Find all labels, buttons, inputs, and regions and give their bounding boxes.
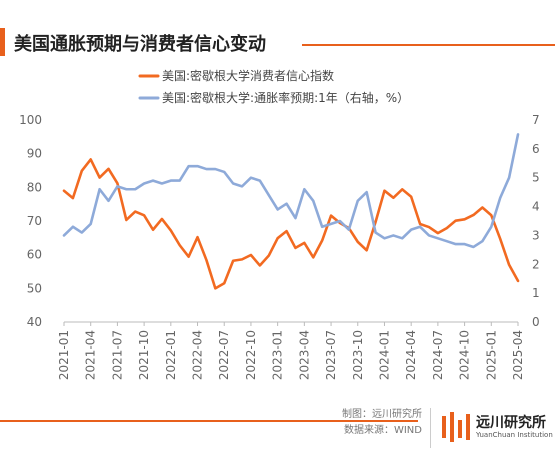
x-tick-label: 2022-04 [191, 330, 205, 380]
title-bar: 美国通胀预期与消费者信心变动 [0, 0, 555, 62]
x-tick-label: 2023-07 [324, 330, 338, 380]
axes: 40 50 60 70 80 90 100 0 1 2 3 4 5 6 7 2021-01 2021-04 202… [19, 113, 540, 380]
x-tick-label: 2021-04 [84, 330, 98, 380]
x-tick-label: 2021-07 [110, 330, 124, 380]
title-accent-mark [0, 28, 5, 56]
logo-icon [442, 412, 470, 442]
y-right-tick-label: 6 [532, 142, 540, 156]
y-left-tick-label: 60 [27, 248, 42, 262]
x-tick-label: 2025-01 [484, 330, 498, 380]
y-right-tick-label: 3 [532, 228, 540, 242]
y-right-tick-label: 7 [532, 113, 540, 127]
y-right-tick-label: 1 [532, 286, 540, 300]
y-right-tick-label: 0 [532, 315, 540, 329]
series-layer [62, 133, 520, 290]
title-rule [302, 44, 555, 46]
footer-rule [0, 420, 418, 422]
x-tick-label: 2022-07 [217, 330, 231, 380]
legend-label: 美国:密歇根大学:通胀率预期:1年（右轴，%） [162, 90, 409, 105]
x-tick-label: 2023-01 [271, 330, 285, 380]
x-tick-label: 2021-10 [137, 330, 151, 380]
x-tick-label: 2023-10 [351, 330, 365, 380]
y-right-tick-label: 4 [532, 200, 540, 214]
y-left-tick-label: 80 [27, 180, 42, 194]
x-tick-label: 2025-04 [511, 330, 525, 380]
footer-source: 制图：远川研究所 数据来源：WIND [342, 407, 422, 439]
x-tick-label: 2024-01 [377, 330, 391, 380]
y-left-tick-label: 100 [19, 113, 42, 127]
legend-label: 美国:密歇根大学消费者信心指数 [162, 68, 334, 83]
logo-subtext: YuanChuan Institution [476, 431, 553, 439]
logo-text: 远川研究所 [476, 415, 546, 431]
series-line-inflation-expectation [62, 133, 520, 249]
y-right-tick-label: 5 [532, 171, 540, 185]
y-left-tick-label: 90 [27, 147, 42, 161]
x-tick-label: 2024-07 [431, 330, 445, 380]
footer-credit: 制图：远川研究所 [342, 409, 422, 420]
series-line-consumer-sentiment [62, 158, 520, 290]
x-tick-label: 2021-01 [57, 330, 71, 380]
x-tick-label: 2024-10 [458, 330, 472, 380]
y-left-tick-label: 40 [27, 315, 42, 329]
x-tick-label: 2022-10 [244, 330, 258, 380]
x-tick-label: 2023-04 [297, 330, 311, 380]
footer-divider [430, 408, 431, 448]
y-left-tick-label: 50 [27, 281, 42, 295]
x-tick-label: 2022-01 [164, 330, 178, 380]
x-tick-label: 2024-04 [404, 330, 418, 380]
footer-data-source: 数据来源：WIND [343, 425, 422, 436]
y-left-tick-label: 70 [27, 214, 42, 228]
y-right-tick-label: 2 [532, 257, 540, 271]
page-title: 美国通胀预期与消费者信心变动 [14, 34, 266, 55]
